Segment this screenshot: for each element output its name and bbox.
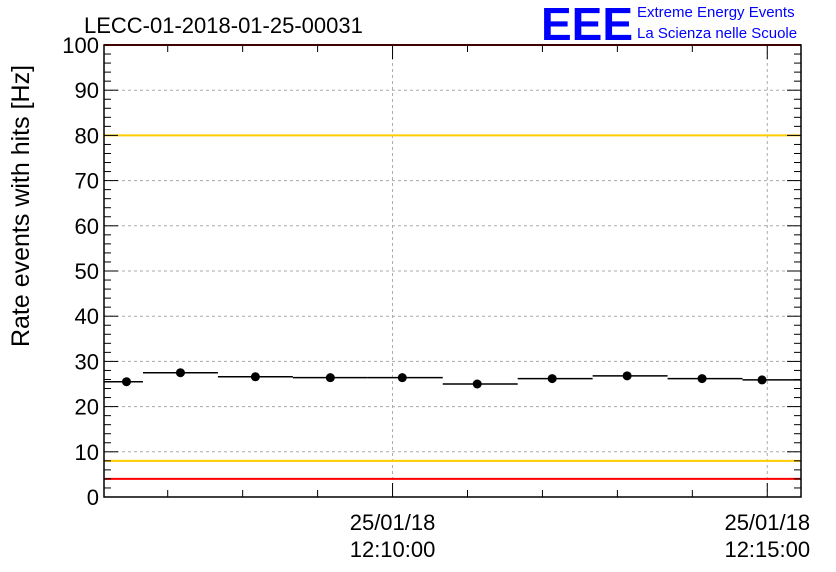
y-tick-label: 10 <box>75 440 99 465</box>
data-layer <box>104 368 801 389</box>
x-tick-time-label: 12:10:00 <box>350 537 436 562</box>
y-tick-label: 30 <box>75 349 99 374</box>
tick-layer <box>104 44 801 498</box>
data-point <box>472 379 482 389</box>
y-tick-label: 60 <box>75 214 99 239</box>
data-point <box>175 368 185 378</box>
y-tick-label: 20 <box>75 395 99 420</box>
data-point <box>697 374 707 384</box>
y-axis-title: Rate events with hits [Hz] <box>7 65 35 347</box>
y-tick-label: 80 <box>75 123 99 148</box>
y-tick-label: 40 <box>75 304 99 329</box>
data-point <box>325 373 335 383</box>
grid-layer <box>104 45 801 497</box>
data-point <box>757 375 767 385</box>
reference-lines <box>104 44 801 480</box>
data-point <box>121 377 131 387</box>
y-tick-label: 90 <box>75 78 99 103</box>
logo-line-1: Extreme Energy Events <box>637 4 795 21</box>
chart-title: LECC-01-2018-01-25-00031 <box>84 13 363 38</box>
x-tick-time-label: 12:15:00 <box>724 537 810 562</box>
data-point <box>547 374 557 384</box>
data-point <box>397 373 407 383</box>
x-tick-date-label: 25/01/18 <box>724 510 810 535</box>
data-point <box>250 372 260 382</box>
label-layer: 010203040506070809010025/01/1812:10:0025… <box>62 33 810 562</box>
x-tick-date-label: 25/01/18 <box>350 510 436 535</box>
y-tick-label: 0 <box>87 485 99 510</box>
logo-mark: EEE <box>541 0 633 50</box>
y-tick-label: 70 <box>75 169 99 194</box>
eee-logo: EEE Extreme Energy Events La Scienza nel… <box>541 0 797 50</box>
y-tick-label: 50 <box>75 259 99 284</box>
data-point <box>622 371 632 381</box>
logo-line-2: La Scienza nelle Scuole <box>637 25 797 42</box>
y-tick-label: 100 <box>62 33 99 58</box>
